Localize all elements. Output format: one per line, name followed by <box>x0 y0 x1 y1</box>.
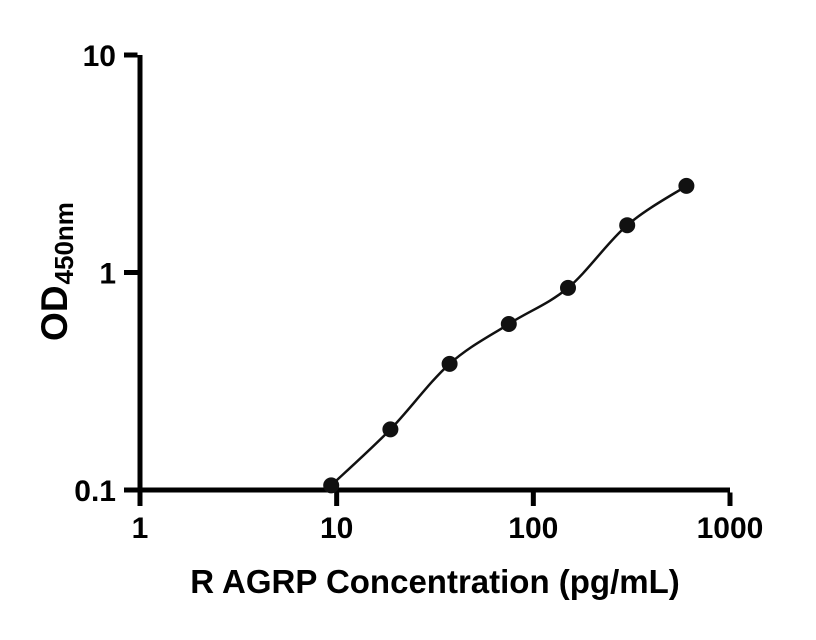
data-point <box>560 279 576 296</box>
fit-line <box>330 184 688 487</box>
data-point <box>323 477 340 494</box>
x-axis-title: R AGRP Concentration (pg/mL) <box>190 563 680 600</box>
x-axis-tick-label: 1000 <box>697 512 764 545</box>
y-axis-title-subscript: 450nm <box>49 202 79 285</box>
axis-spines <box>137 55 730 493</box>
x-axis-tick-label: 10 <box>320 512 353 545</box>
data-point <box>382 421 399 438</box>
y-axis-tick-label: 0.1 <box>74 475 116 508</box>
x-axis-tick-label: 1 <box>132 512 149 545</box>
y-axis-tick-label: 1 <box>99 258 116 291</box>
data-point <box>619 217 636 234</box>
y-axis-title: OD450nm <box>33 122 79 422</box>
x-axis-tick-label: 100 <box>508 512 558 545</box>
data-point <box>500 316 517 332</box>
y-axis-title-main: OD <box>34 285 75 341</box>
data-point <box>678 177 695 194</box>
y-axis-tick-label: 10 <box>83 40 116 73</box>
data-point <box>441 355 458 372</box>
